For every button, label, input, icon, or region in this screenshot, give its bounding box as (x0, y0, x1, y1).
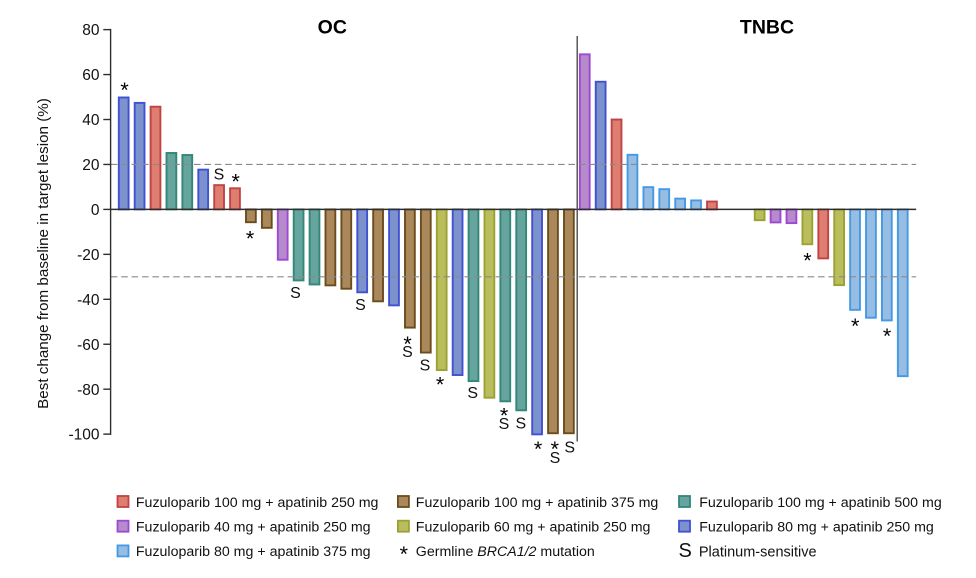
svg-text:Fuzuloparib 80 mg + apatinib 3: Fuzuloparib 80 mg + apatinib 375 mg (136, 544, 371, 560)
svg-text:Fuzuloparib 60 mg + apatinib 2: Fuzuloparib 60 mg + apatinib 250 mg (416, 520, 651, 536)
svg-text:*: * (120, 78, 129, 102)
svg-text:*: * (403, 332, 412, 356)
svg-text:-20: -20 (77, 247, 100, 264)
svg-text:*: * (246, 226, 255, 250)
svg-text:80: 80 (82, 22, 100, 39)
svg-text:*: * (551, 437, 560, 461)
svg-text:S: S (499, 416, 510, 433)
svg-text:*: * (436, 372, 445, 396)
svg-text:OC: OC (318, 16, 347, 38)
svg-text:Fuzuloparib 100 mg + apatinib: Fuzuloparib 100 mg + apatinib 500 mg (699, 495, 942, 511)
svg-text:60: 60 (82, 67, 100, 84)
svg-text:20: 20 (82, 157, 100, 174)
svg-text:Germline BRCA1/2 mutation: Germline BRCA1/2 mutation (416, 544, 595, 560)
svg-text:40: 40 (82, 112, 100, 129)
svg-text:*: * (851, 314, 860, 338)
svg-text:Best change from baseline in t: Best change from baseline in target lesi… (35, 98, 52, 409)
svg-text:Fuzuloparib 100 mg + apatinib: Fuzuloparib 100 mg + apatinib 250 mg (136, 495, 379, 511)
svg-text:-60: -60 (77, 337, 100, 354)
svg-text:*: * (883, 324, 892, 348)
svg-text:S: S (402, 344, 413, 361)
svg-text:Fuzuloparib 40 mg + apatinib 2: Fuzuloparib 40 mg + apatinib 250 mg (136, 520, 371, 536)
svg-text:TNBC: TNBC (740, 16, 794, 38)
svg-text:S: S (420, 357, 431, 374)
svg-text:S: S (355, 297, 366, 314)
svg-text:Fuzuloparib 80 mg + apatinib 2: Fuzuloparib 80 mg + apatinib 250 mg (699, 520, 934, 536)
svg-text:S: S (290, 285, 301, 302)
svg-text:-40: -40 (77, 292, 100, 309)
svg-text:*: * (400, 542, 409, 566)
svg-text:S: S (214, 167, 225, 184)
svg-text:S: S (550, 450, 561, 467)
svg-text:*: * (534, 437, 543, 461)
svg-text:Fuzuloparib 100 mg + apatinib: Fuzuloparib 100 mg + apatinib 375 mg (416, 495, 659, 511)
svg-text:Platinum-sensitive: Platinum-sensitive (699, 544, 817, 560)
svg-text:*: * (232, 169, 241, 193)
svg-text:S: S (564, 440, 575, 457)
svg-text:S: S (515, 415, 526, 432)
svg-text:S: S (467, 385, 478, 402)
svg-text:*: * (803, 248, 812, 272)
svg-text:S: S (679, 540, 692, 562)
svg-text:0: 0 (91, 202, 100, 219)
svg-text:-80: -80 (77, 382, 100, 399)
svg-text:-100: -100 (68, 427, 99, 444)
svg-text:*: * (500, 403, 509, 427)
